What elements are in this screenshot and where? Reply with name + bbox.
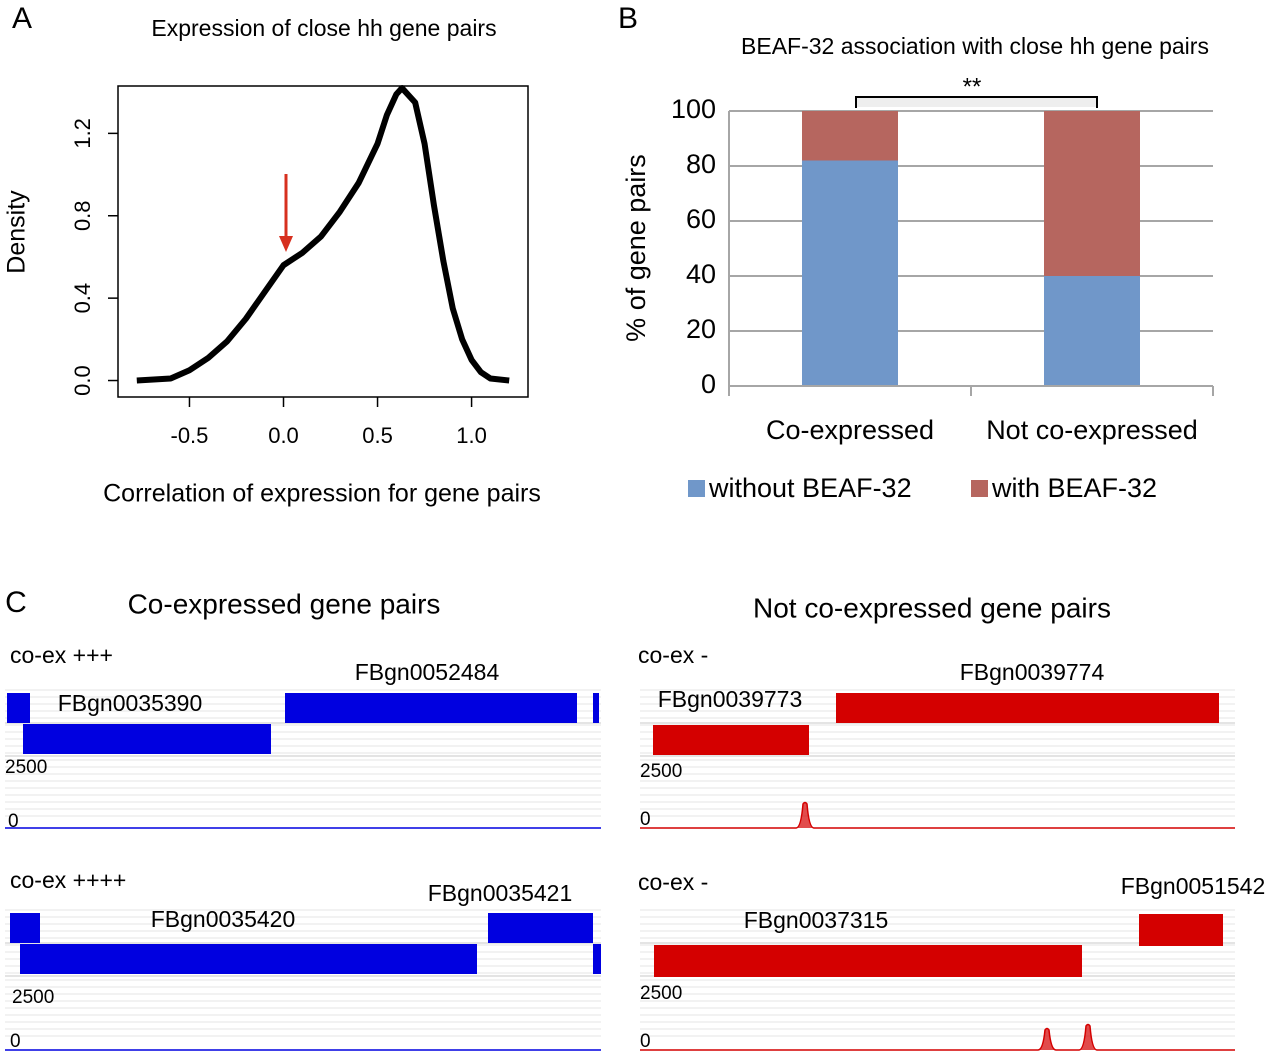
significance-bracket: [855, 96, 1098, 108]
y-tick-label: 40: [686, 259, 716, 289]
gene-model: [593, 693, 599, 723]
gene-model: [488, 913, 593, 943]
chart-title: Expression of close hh gene pairs: [151, 15, 496, 41]
bar-segment: [802, 160, 898, 386]
gene-name: FBgn0035390: [58, 690, 203, 716]
plot-frame: [117, 85, 529, 398]
gene-model: [20, 944, 477, 974]
gene-name: FBgn0039774: [960, 659, 1105, 685]
legend-label: without BEAF-32: [708, 473, 912, 503]
y-tick-label: 100: [671, 94, 716, 124]
gene-name: FBgn0037315: [744, 907, 889, 933]
scale-label: 0: [640, 809, 651, 830]
track-label: co-ex -: [638, 642, 708, 668]
legend-label: with BEAF-32: [991, 473, 1157, 503]
bar-segment: [802, 111, 898, 161]
gene-model: [285, 693, 577, 723]
y-tick-label: 0.8: [70, 200, 95, 231]
bar-segment: [1044, 276, 1140, 386]
panel-label: B: [618, 2, 638, 35]
scale-label: 2500: [640, 983, 682, 1004]
density-line: [136, 85, 510, 384]
section-title: Not co-expressed gene pairs: [753, 592, 1111, 623]
genome-track: co-ex - FBgn0051542 FBgn0037315 2500 0: [638, 869, 1265, 1052]
annotation-arrow: [279, 174, 293, 252]
y-tick-label: 0.4: [70, 283, 95, 314]
y-tick-label: 80: [686, 149, 716, 179]
gene-name: FBgn0035420: [151, 906, 296, 932]
track-label: co-ex ++++: [10, 867, 126, 893]
section-title: Co-expressed gene pairs: [128, 588, 441, 619]
y-tick-label: 0: [701, 369, 716, 399]
gene-name: FBgn0035421: [428, 880, 573, 906]
x-tick-label: 1.0: [456, 423, 487, 448]
track-label: co-ex +++: [10, 642, 113, 668]
panel-label: A: [12, 2, 32, 35]
scale-label: 0: [10, 1031, 21, 1052]
genome-track: co-ex - FBgn0039774 FBgn0039773 2500 0: [638, 642, 1235, 830]
x-tick-label: Co-expressed: [766, 415, 934, 445]
gene-model: [653, 725, 809, 755]
gene-model: [7, 693, 30, 723]
genome-track: co-ex +++ FBgn0052484 FBgn0035390 2500 0: [5, 642, 601, 832]
gene-model: [836, 693, 1219, 723]
gene-name: FBgn0051542: [1121, 873, 1266, 899]
legend-swatch: [688, 480, 705, 497]
x-axis-label: Correlation of expression for gene pairs: [103, 480, 541, 508]
y-axis-label: % of gene pairs: [621, 154, 651, 342]
scale-label: 2500: [12, 987, 54, 1008]
gene-model: [1139, 914, 1223, 946]
y-tick-label: 60: [686, 204, 716, 234]
y-axis-label: Density: [3, 190, 31, 274]
genome-track: co-ex ++++ FBgn0035421 FBgn0035420 2500 0: [5, 867, 601, 1052]
x-tick-label: 0.5: [362, 423, 393, 448]
gene-name: FBgn0052484: [355, 659, 500, 685]
legend-swatch: [971, 480, 988, 497]
scale-label: 2500: [5, 757, 47, 778]
gene-model: [593, 944, 601, 974]
bar-segment: [1044, 111, 1140, 276]
chart-title: BEAF-32 association with close hh gene p…: [741, 33, 1209, 59]
y-tick-label: 20: [686, 314, 716, 344]
gene-model: [654, 945, 1082, 977]
scale-label: 0: [640, 1031, 651, 1052]
scale-label: 0: [8, 811, 19, 832]
y-tick-label: 0.0: [70, 365, 95, 396]
annotation: **: [963, 73, 982, 100]
track-label: co-ex -: [638, 869, 708, 895]
panel-label: C: [5, 586, 27, 619]
gene-model: [10, 913, 40, 943]
y-tick-label: 1.2: [70, 118, 95, 149]
scale-label: 2500: [640, 761, 682, 782]
gene-name: FBgn0039773: [658, 686, 803, 712]
x-tick-label: -0.5: [171, 423, 209, 448]
signal-track: [640, 801, 1235, 829]
signal-track: [640, 1023, 1235, 1051]
x-tick-label: 0.0: [268, 423, 299, 448]
x-tick-label: Not co-expressed: [986, 415, 1198, 445]
gene-model: [23, 724, 271, 754]
